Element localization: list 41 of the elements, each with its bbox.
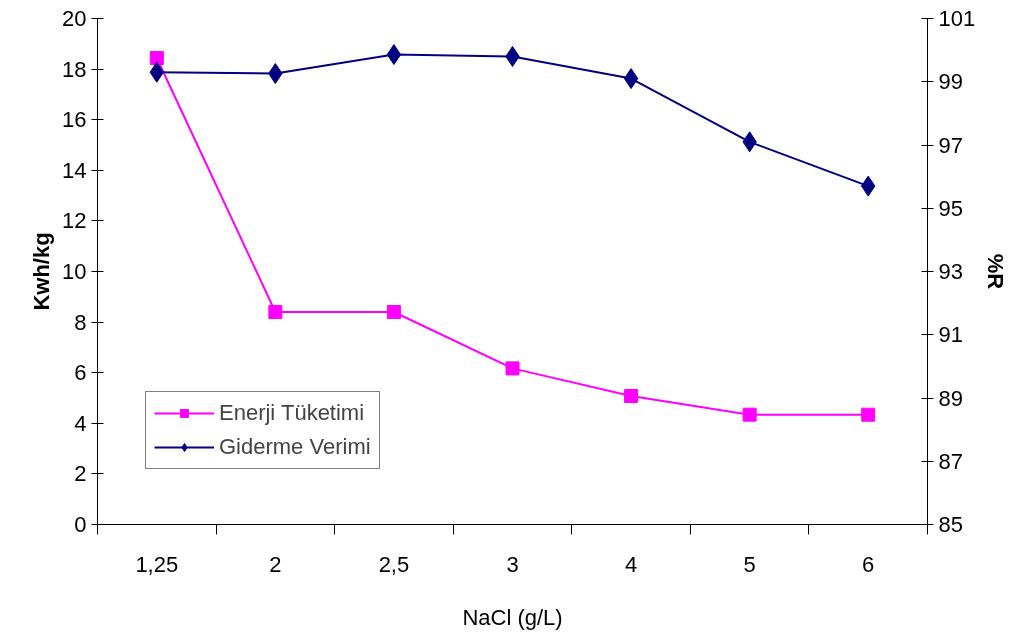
y-tick-label: 0: [74, 512, 87, 537]
x-tick-label: 3: [506, 551, 519, 577]
x-tick-label: 2,5: [378, 551, 410, 577]
point: [386, 44, 402, 66]
y2-tick-label: 99: [938, 69, 963, 95]
y2-axis-title: %R: [983, 253, 1009, 290]
legend-label: Enerji Tüketimi: [219, 400, 365, 426]
y-tick-label: 18: [62, 56, 87, 82]
x-tick-label: 2: [269, 551, 282, 577]
y-tick-label: 4: [74, 410, 87, 436]
y-tick-label: 2: [74, 461, 87, 487]
y-tick-label: 10: [62, 259, 87, 284]
y-tick-label: 12: [62, 208, 87, 234]
point: [861, 407, 876, 422]
y-axis-title: Kwh/kg: [29, 232, 55, 311]
y-tick-label: 6: [74, 360, 87, 386]
point: [505, 361, 520, 376]
y-tick-label: 8: [74, 309, 87, 335]
y2-tick-label: 87: [938, 448, 963, 474]
y2-tick-label: 93: [938, 259, 963, 284]
y2-tick-label: 101: [938, 6, 976, 31]
x-tick-label: 6: [862, 551, 875, 577]
y2-tick-label: 89: [938, 385, 963, 411]
point: [386, 304, 401, 319]
point: [149, 50, 164, 65]
point: [623, 68, 639, 90]
y-tick-label: 14: [62, 157, 87, 183]
y2-tick-label: 97: [938, 132, 963, 158]
y2-tick-label: 91: [938, 322, 963, 348]
point: [624, 388, 639, 403]
x-tick-label: 5: [743, 551, 756, 577]
y2-tick-label: 85: [938, 512, 963, 537]
x-tick-label: 1,25: [135, 551, 179, 577]
legend-label: Giderme Verimi: [219, 434, 371, 460]
x-axis-title: NaCl (g/L): [462, 604, 563, 630]
point: [268, 304, 283, 319]
point: [742, 407, 757, 422]
y2-tick-label: 95: [938, 195, 963, 221]
y-tick-label: 20: [62, 6, 87, 31]
x-tick-label: 4: [624, 551, 638, 577]
y-tick-label: 16: [62, 107, 87, 133]
